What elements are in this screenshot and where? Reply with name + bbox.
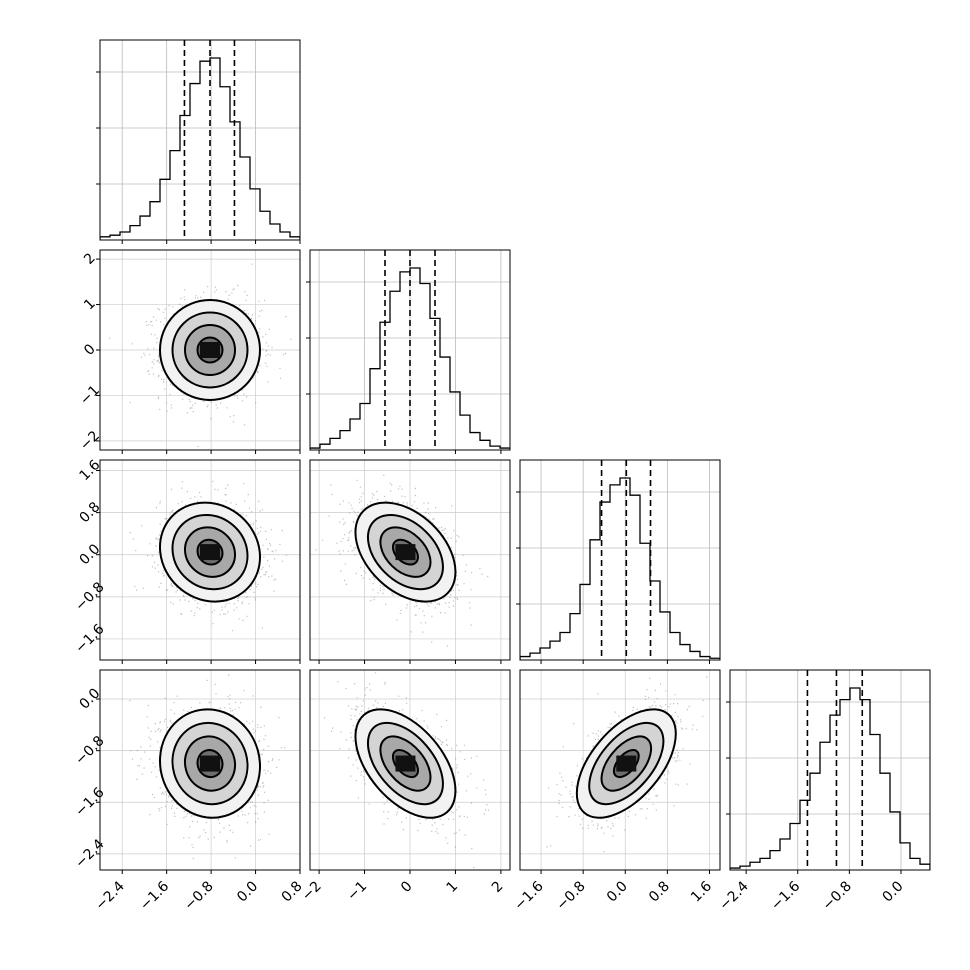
density-peak <box>200 342 220 358</box>
x-tick-label: 2 <box>489 878 507 896</box>
scatter-panel-3-0: −2.4−1.6−0.80.0−2.4 −1.6 −0.8 0.0 0.8 <box>72 669 306 914</box>
x-tick-label: 0 <box>398 878 416 896</box>
histogram-step <box>520 477 720 660</box>
x-tick-label: −0.8 <box>553 878 588 913</box>
x-tick-label: −1.6 <box>768 878 803 913</box>
x-tick-label: −0.8 <box>181 878 216 913</box>
x-tick-label: −2.4 <box>93 878 128 913</box>
density-peak <box>616 755 637 772</box>
scatter-panel-3-2: −1.6 −0.8 0.0 0.8 1.6 <box>511 669 721 914</box>
x-tick-label: −2 <box>299 878 325 904</box>
histogram-panel-0 <box>96 39 301 244</box>
y-tick-label: −1 <box>77 383 103 409</box>
panel-frame <box>729 669 931 871</box>
y-tick-label: 0.8 <box>76 499 103 526</box>
x-tick-label: 1 <box>443 878 461 896</box>
panel-frame <box>519 669 721 871</box>
x-tick-label: 0.0 <box>604 878 631 905</box>
x-tick-label: 1.6 <box>688 878 715 905</box>
histogram-panel-1 <box>306 249 511 454</box>
y-tick-label: −2 <box>77 428 103 454</box>
corner-panels: −2−1012−1.6−0.80.00.81.6−2.4−1.6−0.80.0−… <box>72 39 931 914</box>
density-peak <box>395 755 416 772</box>
scatter-panel-2-0: −1.6−0.80.00.81.6 <box>72 457 301 664</box>
density-peak <box>200 544 220 561</box>
x-tick-label: −2.4 <box>716 878 751 913</box>
x-tick-label: −1.6 <box>511 878 546 913</box>
histogram-panel-3: −2.4 −1.6 −0.8 0.0 <box>716 669 931 914</box>
scatter-panel-2-1 <box>309 459 511 664</box>
histogram-panel-2 <box>516 459 721 664</box>
x-tick-label: 0.8 <box>646 878 673 905</box>
y-tick-label: 1 <box>81 296 99 314</box>
panel-frame <box>99 669 301 871</box>
histogram-step <box>100 57 300 240</box>
density-peak <box>395 544 416 561</box>
x-tick-label: −1.6 <box>137 878 172 913</box>
scatter-panel-3-1: −2 −1 0 1 2 <box>299 669 511 904</box>
y-tick-label: 0.0 <box>76 686 103 713</box>
x-tick-label: −0.8 <box>820 878 855 913</box>
x-tick-label: 0.0 <box>880 878 907 905</box>
panel-frame <box>99 459 301 661</box>
x-tick-label: −1 <box>344 878 370 904</box>
histogram-step <box>310 267 510 450</box>
panel-frame <box>519 459 721 661</box>
y-tick-label: 2 <box>81 250 99 268</box>
histogram-step <box>730 687 930 870</box>
panel-frame <box>99 39 301 241</box>
density-peak <box>200 755 220 772</box>
scatter-panel-1-0: −2 −1 0 1 2 <box>77 249 301 454</box>
y-tick-label: 0 <box>81 341 99 359</box>
y-tick-label: 0.0 <box>76 541 103 568</box>
x-tick-label: 0.0 <box>234 878 261 905</box>
